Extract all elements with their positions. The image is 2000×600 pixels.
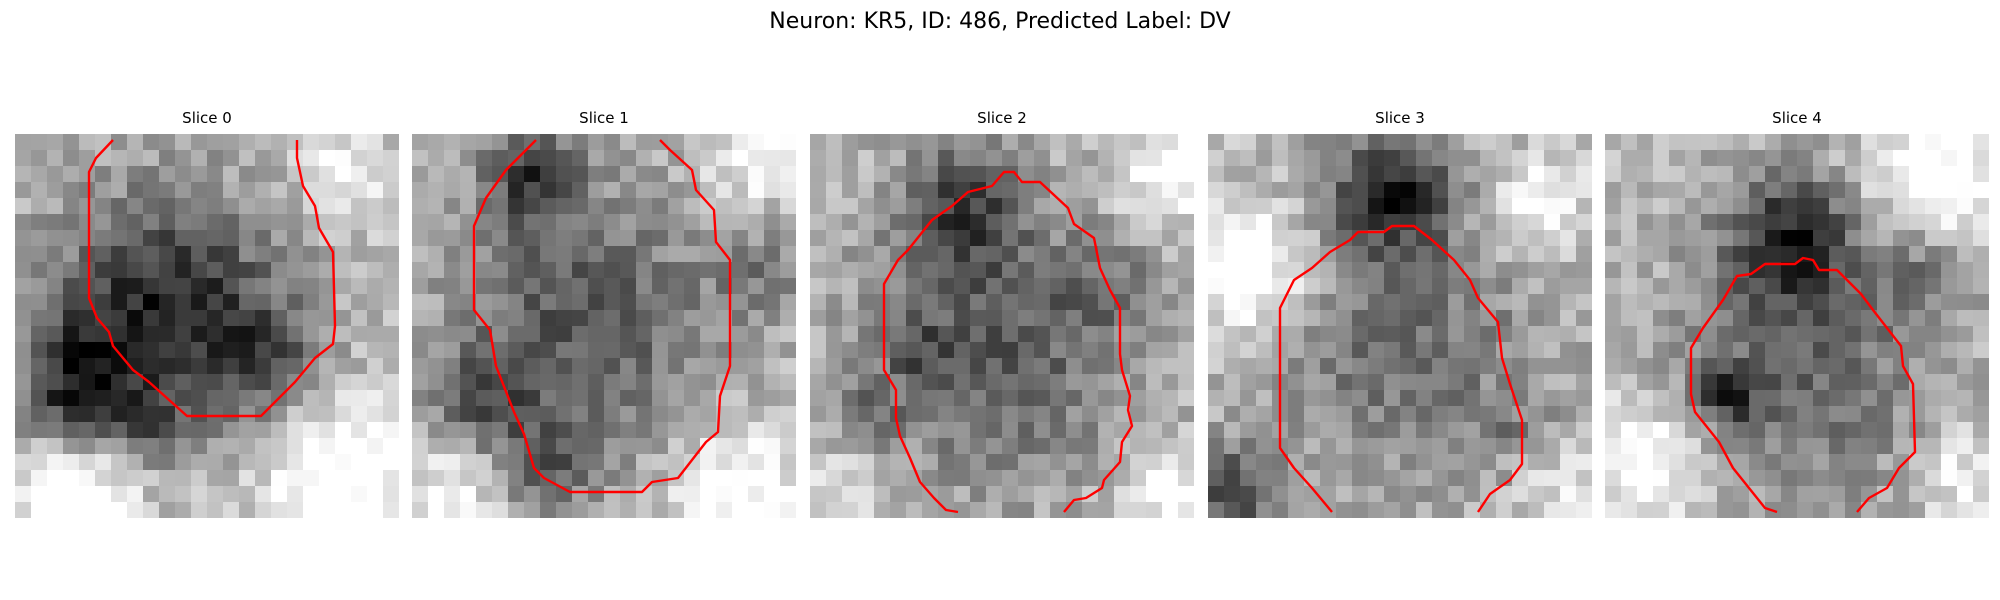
slice-pixels-4 xyxy=(1605,134,1989,518)
slice-title-0: Slice 0 xyxy=(182,109,232,127)
slice-image-1 xyxy=(412,134,796,518)
slice-image-2 xyxy=(810,134,1194,518)
slice-image-0 xyxy=(15,134,399,518)
neuron-contour-0 xyxy=(87,139,337,418)
neuron-contour-4 xyxy=(1689,256,1917,514)
slice-title-4: Slice 4 xyxy=(1772,109,1822,127)
slice-pixels-1 xyxy=(412,134,796,518)
slice-pixels-3 xyxy=(1208,134,1592,518)
slice-title-1: Slice 1 xyxy=(579,109,629,127)
slice-panel-3: Slice 3 xyxy=(1208,108,1592,518)
slice-pixels-2 xyxy=(810,134,1194,518)
neuron-contour-3 xyxy=(1278,224,1524,513)
slice-image-4 xyxy=(1605,134,1989,518)
slice-panel-4: Slice 4 xyxy=(1605,108,1989,518)
slice-title-3: Slice 3 xyxy=(1375,109,1425,127)
neuron-contour-2 xyxy=(882,170,1134,514)
neuron-contour-1 xyxy=(472,139,732,494)
slice-panel-1: Slice 1 xyxy=(412,108,796,518)
slice-title-2: Slice 2 xyxy=(977,109,1027,127)
figure-title: Neuron: KR5, ID: 486, Predicted Label: D… xyxy=(769,9,1231,34)
slice-panel-0: Slice 0 xyxy=(15,108,399,518)
slice-image-3 xyxy=(1208,134,1592,518)
slice-pixels-0 xyxy=(15,134,399,518)
slice-panel-2: Slice 2 xyxy=(810,108,1194,518)
